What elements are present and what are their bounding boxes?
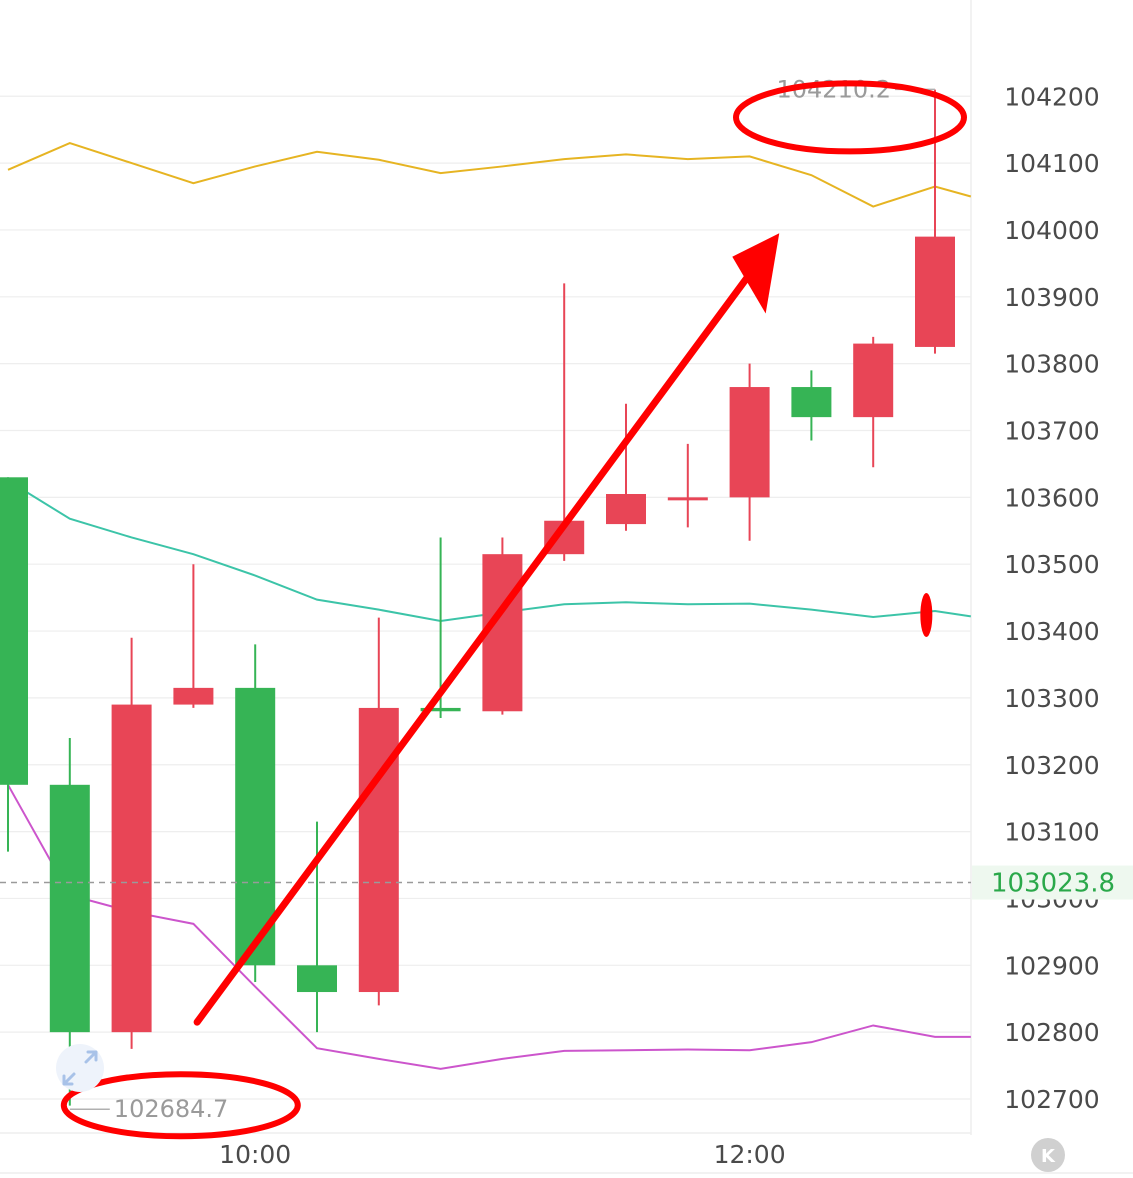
y-tick-label: 103500 (1004, 550, 1099, 579)
candle-body (667, 497, 708, 501)
trend-arrow-shaft (193, 273, 752, 1026)
candles (0, 89, 955, 1106)
trend-arrow-head (732, 233, 780, 314)
x-tick-label: 10:00 (219, 1140, 291, 1169)
y-tick-label: 103400 (1004, 617, 1099, 646)
candle-body (853, 343, 894, 418)
candle-body (111, 704, 152, 1033)
series-line (7, 141, 972, 208)
candle-body (297, 965, 337, 993)
current-price-marker: 103023.8 (0, 865, 1133, 900)
x-tick-label: 12:00 (714, 1140, 786, 1169)
y-tick-label: 103700 (1004, 417, 1099, 446)
candle-body (0, 477, 28, 785)
low-circle-markup (60, 1071, 301, 1140)
y-tick-label: 103100 (1004, 818, 1099, 847)
y-tick-label: 102800 (1004, 1018, 1099, 1047)
y-tick-label: 103200 (1004, 751, 1099, 780)
k-logo-icon[interactable]: K (1031, 1138, 1065, 1172)
y-tick-label: 104100 (1004, 149, 1099, 178)
y-tick-label: 103300 (1004, 684, 1099, 713)
y-tick-label: 103600 (1004, 483, 1099, 512)
candle-body (173, 687, 214, 705)
low-annotation-label: 102684.7 (114, 1095, 229, 1123)
y-axis: 104200 104100 104000 103900 103800 103700 1036… (1004, 82, 1099, 1114)
candle-body (606, 494, 646, 525)
grid-lines (0, 95, 971, 1100)
current-price-label: 103023.8 (991, 869, 1115, 899)
support-marker (920, 593, 933, 638)
candle-body (49, 784, 90, 1033)
candle-body (235, 687, 276, 966)
y-tick-label: 103900 (1004, 283, 1099, 312)
expand-icon[interactable] (56, 1044, 104, 1092)
high-circle-markup (733, 80, 967, 155)
hand-markup (60, 80, 967, 1140)
y-tick-label: 103800 (1004, 350, 1099, 379)
x-axis: 10:00 12:00 (219, 1140, 785, 1169)
y-tick-label: 102700 (1004, 1085, 1099, 1114)
candle-body (420, 707, 461, 712)
y-tick-label: 104000 (1004, 216, 1099, 245)
k-logo-text: K (1041, 1146, 1056, 1167)
candle-body (729, 387, 770, 498)
candle-body (358, 707, 399, 993)
y-tick-label: 104200 (1004, 82, 1099, 111)
y-tick-label: 102900 (1004, 951, 1099, 980)
candle-body (791, 387, 832, 418)
series-line (7, 784, 971, 1070)
candle-body (915, 236, 955, 347)
current-price-badge (972, 865, 1133, 900)
